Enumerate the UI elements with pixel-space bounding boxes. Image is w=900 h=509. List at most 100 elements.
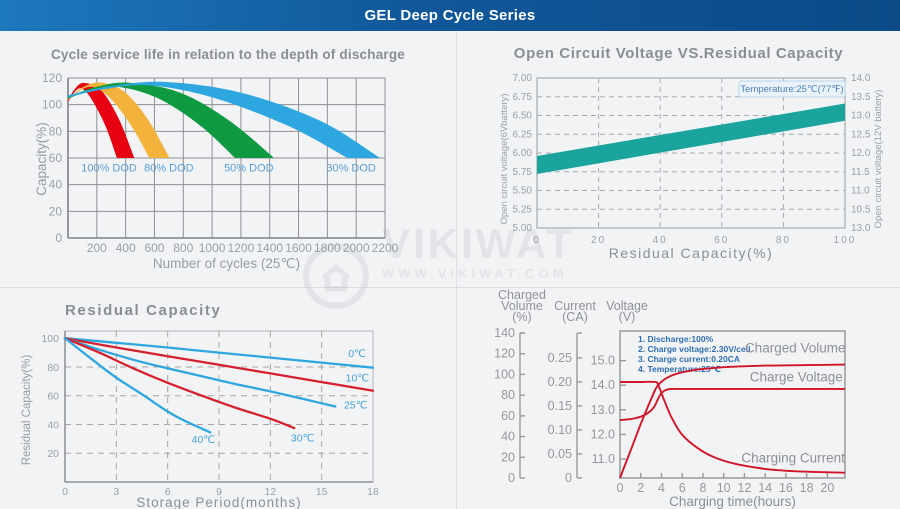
svg-text:0: 0: [508, 471, 515, 485]
svg-text:0: 0: [533, 235, 541, 246]
svg-text:80: 80: [47, 362, 59, 374]
svg-text:80: 80: [49, 124, 63, 138]
svg-text:14.0: 14.0: [591, 378, 615, 392]
svg-text:80% DOD: 80% DOD: [144, 162, 194, 174]
curve-Charge-Voltage: [619, 387, 845, 422]
svg-text:0.15: 0.15: [548, 399, 572, 413]
header-bar: GEL Deep Cycle Series: [0, 0, 900, 31]
svg-text:6.75: 6.75: [513, 92, 533, 103]
svg-text:10.5: 10.5: [851, 204, 871, 215]
svg-text:20: 20: [47, 448, 59, 460]
curve-0℃: [63, 337, 375, 369]
svg-text:80: 80: [776, 235, 791, 246]
svg-text:Temperature:25℃(77℉): Temperature:25℃(77℉): [740, 84, 843, 95]
ocv-band: [537, 103, 845, 174]
svg-text:13.0: 13.0: [591, 403, 615, 417]
svg-text:400: 400: [116, 241, 136, 255]
chart-charge-characteristics: 0 20 40 60 80 100 120 140 Charged Volume (%) 0 0.05 0…: [457, 288, 900, 509]
svg-text:Residual Capacity(%): Residual Capacity(%): [609, 245, 774, 261]
svg-text:40: 40: [501, 430, 515, 444]
svg-text:14: 14: [758, 481, 772, 495]
svg-text:6: 6: [165, 486, 171, 498]
svg-text:2200: 2200: [372, 241, 399, 255]
svg-text:5.75: 5.75: [513, 167, 533, 178]
svg-text:120: 120: [494, 347, 515, 361]
svg-text:Volume: Volume: [501, 299, 543, 313]
svg-text:Charging Current: Charging Current: [741, 450, 845, 465]
temperature-annotation-box: [738, 80, 846, 98]
svg-text:40: 40: [49, 178, 63, 192]
residual-capacity-plot: 0℃ 10℃ 25℃ 30℃ 40℃ 20 40 60 80 100 0 3 6 9 12 15 18 Resid…: [21, 330, 379, 509]
svg-text:5.25: 5.25: [513, 204, 533, 215]
svg-text:9: 9: [216, 486, 222, 498]
grid: [64, 330, 374, 483]
svg-text:0.25: 0.25: [548, 351, 572, 365]
svg-text:2. Charge voltage:2.30V/cell: 2. Charge voltage:2.30V/cell: [638, 344, 750, 354]
svg-text:13.0: 13.0: [851, 223, 871, 234]
svg-text:100% DOD: 100% DOD: [81, 162, 137, 174]
svg-text:2000: 2000: [343, 241, 370, 255]
svg-text:30℃: 30℃: [291, 433, 314, 445]
band-50DOD: [68, 82, 275, 158]
svg-text:7.00: 7.00: [513, 73, 533, 84]
svg-text:4. Temperature:25℃: 4. Temperature:25℃: [638, 364, 721, 374]
svg-text:8: 8: [699, 481, 706, 495]
svg-text:60: 60: [714, 235, 729, 246]
svg-text:3. Charge current:0.20CA: 3. Charge current:0.20CA: [638, 354, 740, 364]
svg-text:100: 100: [42, 98, 62, 112]
svg-text:16: 16: [779, 481, 793, 495]
svg-text:20: 20: [820, 481, 834, 495]
svg-text:6.50: 6.50: [513, 111, 533, 122]
svg-text:0.10: 0.10: [548, 423, 572, 437]
chart-title: Open Circuit Voltage VS.Residual Capacit…: [513, 45, 844, 62]
svg-text:800: 800: [173, 241, 193, 255]
svg-text:12: 12: [264, 486, 276, 498]
svg-text:1600: 1600: [285, 241, 312, 255]
svg-text:1. Discharge:100%: 1. Discharge:100%: [638, 334, 714, 344]
svg-text:Charge Voltage: Charge Voltage: [750, 370, 843, 385]
svg-text:50% DOD: 50% DOD: [224, 162, 274, 174]
svg-text:600: 600: [144, 241, 164, 255]
open-circuit-voltage-plot: 7.00 6.75 6.50 6.25 6.00 5.75 5.50 5.25 5.00 14.0…: [499, 73, 884, 261]
svg-text:1000: 1000: [199, 241, 226, 255]
page-title: GEL Deep Cycle Series: [364, 7, 536, 24]
svg-text:80: 80: [501, 388, 515, 402]
svg-text:10℃: 10℃: [346, 372, 369, 384]
svg-text:Charged: Charged: [498, 288, 546, 302]
svg-text:6.25: 6.25: [513, 129, 533, 140]
chart-title: Cycle service life in relation to the de…: [50, 47, 406, 62]
svg-text:(%): (%): [512, 310, 531, 324]
svg-text:60: 60: [501, 409, 515, 423]
curve-Charging-Current: [620, 380, 846, 474]
svg-text:20: 20: [501, 450, 515, 464]
svg-text:100: 100: [834, 235, 857, 246]
band-30DOD: [68, 81, 380, 158]
svg-text:11.5: 11.5: [851, 167, 870, 178]
chart-residual-capacity: Residual Capacity 0℃ 10℃ 25℃ 30℃ 40℃ 20 40 60 80…: [0, 288, 456, 509]
svg-text:14.0: 14.0: [851, 73, 871, 84]
svg-text:13.0: 13.0: [851, 111, 871, 122]
svg-text:(V): (V): [619, 310, 636, 324]
svg-text:Capacity(%): Capacity(%): [34, 122, 49, 196]
band-100DOD: [68, 82, 135, 158]
svg-text:Storage Period(months): Storage Period(months): [136, 495, 301, 509]
svg-text:100: 100: [494, 367, 515, 381]
svg-text:20: 20: [591, 235, 606, 246]
svg-text:Voltage: Voltage: [606, 299, 648, 313]
curve-25℃: [63, 337, 337, 408]
chart-cycle-service-life: Cycle service life in relation to the de…: [0, 31, 456, 288]
curve-40℃: [63, 337, 212, 434]
svg-text:13.5: 13.5: [851, 92, 871, 103]
svg-text:0: 0: [62, 486, 68, 498]
svg-text:12.0: 12.0: [851, 148, 871, 159]
svg-text:0.05: 0.05: [548, 447, 572, 461]
svg-text:Open circuit voltage(12V batte: Open circuit voltage(12V battery): [873, 90, 884, 229]
curve-10℃: [63, 337, 375, 392]
dod-bands: [68, 81, 380, 158]
svg-text:0.20: 0.20: [548, 375, 572, 389]
svg-text:100: 100: [41, 333, 59, 345]
svg-text:20: 20: [49, 204, 63, 218]
svg-text:Open circuit voltage(6Vbattery: Open circuit voltage(6Vbattery): [499, 94, 510, 225]
curve-30℃: [63, 337, 296, 430]
